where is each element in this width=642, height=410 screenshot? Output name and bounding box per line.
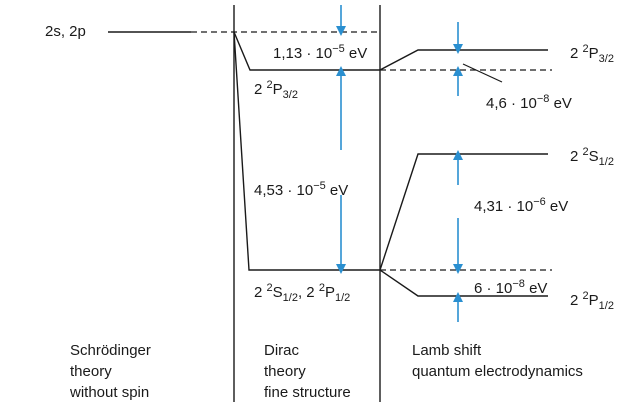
energy-p12-lamb: 6 · 10−8 eV (474, 275, 547, 298)
orbital-letter: P (588, 292, 599, 309)
unit: eV (325, 182, 349, 199)
lamb-p12-level (379, 269, 548, 297)
annotation-pointer (462, 63, 503, 83)
connector-to-s12-p12 (233, 31, 380, 271)
exponent: −5 (332, 43, 345, 55)
unit: eV (524, 280, 548, 297)
j-value: 1/2 (598, 156, 614, 168)
caption-lamb: Lamb shift quantum electrodynamics (412, 342, 583, 380)
j-value: 3/2 (598, 53, 614, 65)
label-lamb-s12: 2 2S1/2 (570, 143, 614, 171)
mantissa: 4,6 · 10 (486, 95, 537, 112)
energy-upper-gap: 1,13 · 10−5 eV (273, 40, 367, 63)
energy-s-shift: 4,31 · 10−6 eV (474, 193, 568, 216)
exponent: −8 (536, 93, 550, 105)
caption-dirac: Dirac theory fine structure (264, 342, 351, 401)
multiplicity: 2 (318, 282, 325, 294)
orbital-letter: S (272, 284, 283, 301)
principal-number: 2 (306, 284, 315, 301)
principal-number: 2 (254, 284, 263, 301)
caption-schrodinger: Schrödinger theory without spin (70, 342, 151, 401)
lamb-s12-level (379, 153, 548, 271)
orbital-letter: P (324, 284, 335, 301)
multiplicity: 2 (266, 282, 273, 294)
exponent: −5 (313, 180, 326, 192)
multiplicity: 2 (582, 146, 589, 158)
energy-p32-lamb: 4,6 · 10−8 eV (486, 90, 572, 113)
mantissa: 1,13 · 10 (273, 45, 333, 62)
label-schrodinger-level: 2s, 2p (45, 23, 86, 40)
label-lamb-p12: 2 2P1/2 (570, 287, 614, 315)
exponent: −8 (512, 278, 525, 290)
j-value: 3/2 (282, 89, 298, 101)
multiplicity: 2 (266, 79, 273, 91)
energy-fine-structure: 4,53 · 10−5 eV (254, 177, 348, 200)
unit: eV (549, 95, 572, 112)
j-value: 1/2 (334, 292, 351, 304)
separator-comma: , (297, 284, 307, 301)
orbital-letter: P (588, 45, 599, 62)
mantissa: 6 · 10 (474, 280, 513, 297)
principal-number: 2 (570, 148, 579, 165)
principal-number: 2 (570, 45, 579, 62)
multiplicity: 2 (582, 290, 589, 302)
principal-number: 2 (570, 292, 579, 309)
unit: eV (344, 45, 368, 62)
exponent: −6 (533, 196, 546, 208)
j-value: 1/2 (282, 292, 298, 304)
unit: eV (545, 198, 569, 215)
label-dirac-p32: 2 2P3/2 (254, 76, 298, 104)
lamb-p32-level (379, 49, 548, 71)
label-lamb-p32: 2 2P3/2 (570, 40, 614, 68)
j-value: 1/2 (598, 300, 614, 312)
orbital-letter: S (588, 148, 599, 165)
label-dirac-s12-p12: 2 2S1/2, 2 2P1/2 (254, 279, 350, 307)
orbital-letter: P (272, 81, 283, 98)
principal-number: 2 (254, 81, 263, 98)
multiplicity: 2 (582, 43, 589, 55)
mantissa: 4,53 · 10 (254, 182, 314, 199)
mantissa: 4,31 · 10 (474, 198, 534, 215)
